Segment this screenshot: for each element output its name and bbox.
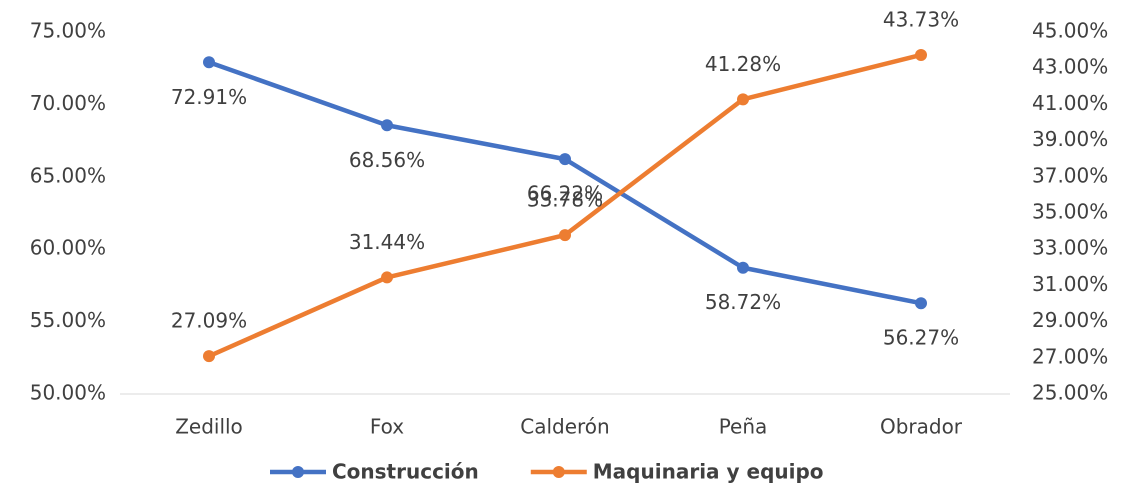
y2-tick-label: 39.00% bbox=[1032, 127, 1108, 151]
x-tick-label: Zedillo bbox=[175, 415, 243, 439]
point bbox=[915, 48, 927, 61]
point bbox=[559, 229, 571, 242]
y-tick-label: 50.00% bbox=[30, 381, 106, 405]
y2-tick-label: 33.00% bbox=[1032, 236, 1108, 260]
y2-tick-label: 27.00% bbox=[1032, 344, 1108, 368]
data-label: 31.44% bbox=[349, 230, 425, 254]
data-label: 58.72% bbox=[705, 290, 781, 314]
point bbox=[915, 297, 927, 310]
y2-tick-label: 43.00% bbox=[1032, 55, 1108, 79]
point bbox=[203, 56, 215, 69]
point bbox=[737, 93, 749, 106]
y2-tick-label: 37.00% bbox=[1032, 163, 1108, 187]
y2-tick-label: 31.00% bbox=[1032, 272, 1108, 296]
legend-label: Construcción bbox=[332, 460, 479, 484]
y-tick-label: 75.00% bbox=[30, 19, 106, 43]
data-label: 33.78% bbox=[527, 188, 603, 212]
point bbox=[737, 261, 749, 274]
data-label: 72.91% bbox=[171, 85, 247, 109]
x-tick-label: Fox bbox=[370, 415, 404, 439]
legend-marker bbox=[552, 466, 565, 478]
y2-tick-label: 45.00% bbox=[1032, 19, 1108, 43]
point bbox=[559, 153, 571, 166]
x-tick-label: Obrador bbox=[880, 415, 963, 439]
point bbox=[203, 350, 215, 363]
y-tick-label: 70.00% bbox=[30, 91, 106, 115]
data-label: 41.28% bbox=[705, 52, 781, 76]
y-tick-label: 55.00% bbox=[30, 308, 106, 332]
legend-marker bbox=[292, 466, 304, 478]
data-label: 27.09% bbox=[171, 309, 247, 333]
x-tick-label: Calderón bbox=[520, 415, 609, 439]
y2-tick-label: 29.00% bbox=[1032, 308, 1108, 332]
point bbox=[381, 271, 393, 284]
legend-label: Maquinaria y equipo bbox=[593, 460, 824, 484]
data-label: 66.22% bbox=[527, 182, 603, 206]
y-tick-label: 65.00% bbox=[30, 163, 106, 187]
data-label: 68.56% bbox=[349, 148, 425, 172]
y2-tick-label: 35.00% bbox=[1032, 200, 1108, 224]
data-label: 43.73% bbox=[883, 7, 959, 31]
point bbox=[381, 119, 393, 132]
y-tick-label: 60.00% bbox=[30, 236, 106, 260]
x-tick-label: Peña bbox=[719, 415, 768, 439]
y2-tick-label: 41.00% bbox=[1032, 91, 1108, 115]
y2-tick-label: 25.00% bbox=[1032, 381, 1108, 405]
data-label: 56.27% bbox=[883, 326, 959, 350]
